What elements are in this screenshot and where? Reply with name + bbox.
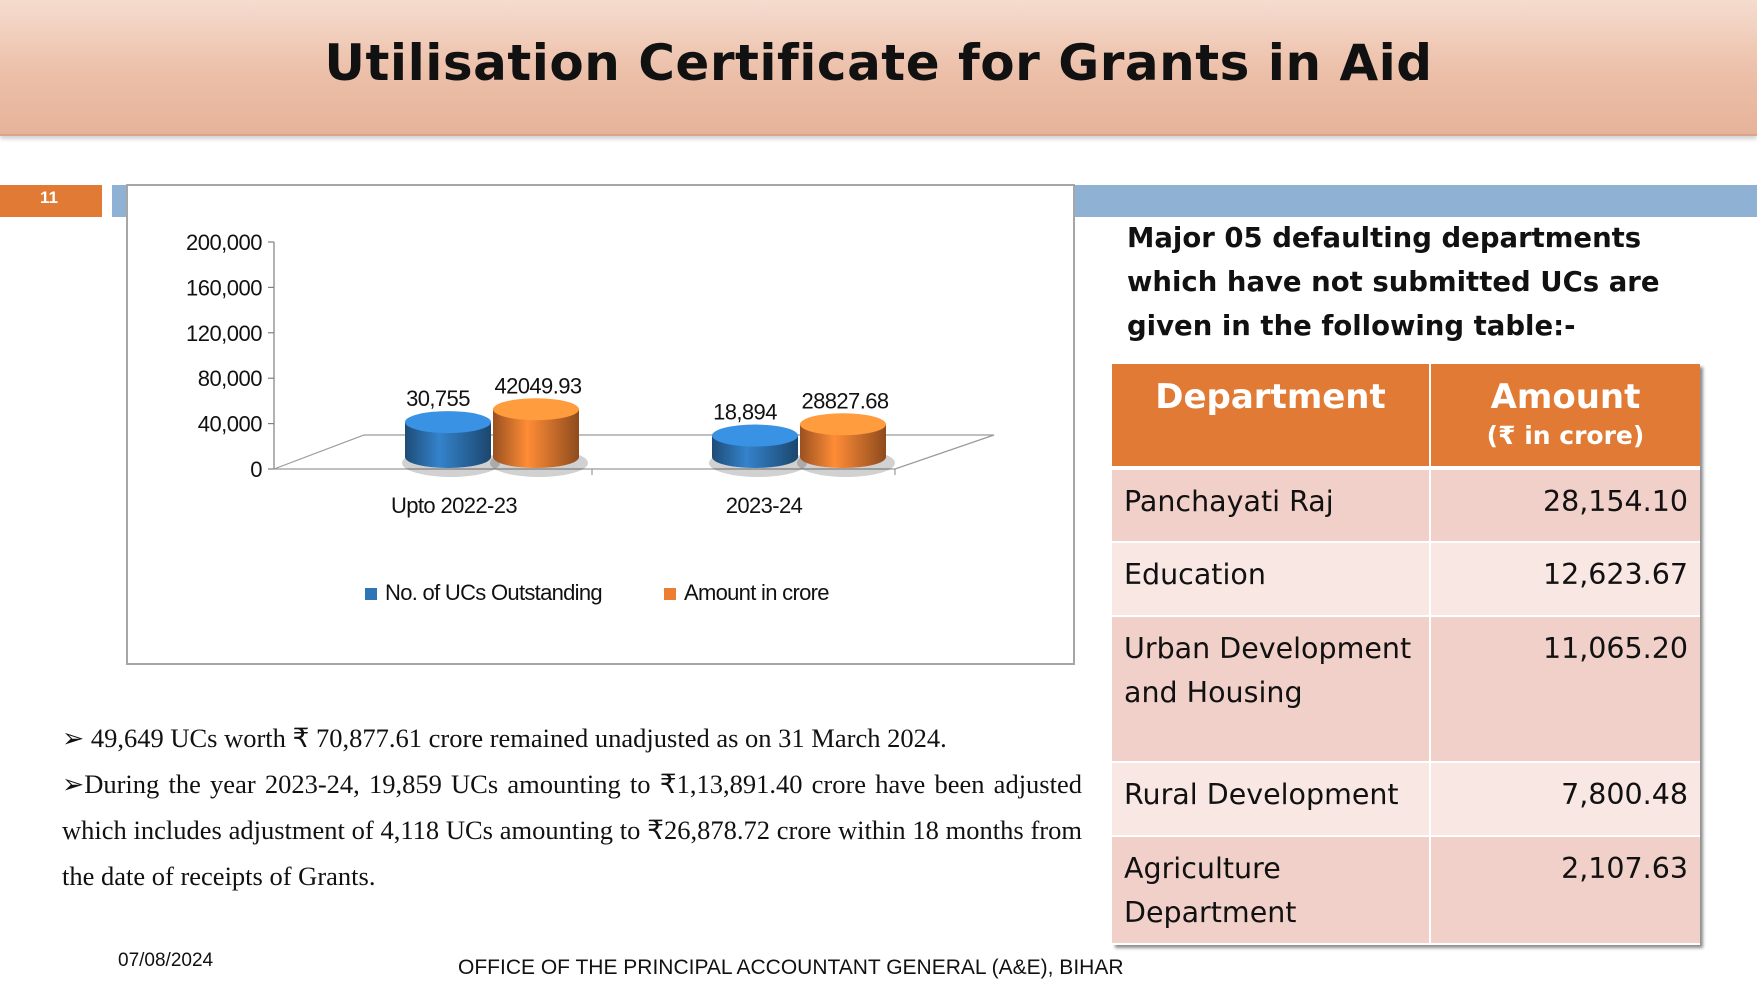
cell-department: Education [1112,542,1431,617]
y-tick-label: 120,000 [186,321,262,346]
y-tick-label: 200,000 [186,230,262,255]
bullet-text: During the year 2023-24, 19,859 UCs amou… [62,769,1082,891]
header-amount-unit: (₹ in crore) [1486,421,1645,450]
cell-amount: 11,065.20 [1430,616,1700,763]
summary-bullets: ➢ 49,649 UCs worth ₹ 70,877.61 crore rem… [62,715,1082,899]
cell-amount: 28,154.10 [1430,468,1700,543]
bar-cylinder-top [800,413,886,436]
data-label: 28827.68 [802,388,889,413]
slide-number-bar [0,185,102,217]
y-tick-label: 0 [250,457,262,482]
y-tick-label: 80,000 [198,366,263,391]
data-label: 42049.93 [495,373,582,398]
x-category-label: 2023-24 [726,493,803,518]
legend-swatch [664,588,676,600]
intro-text: Major 05 defaulting departments which ha… [1127,222,1660,342]
header-department: Department [1112,364,1431,470]
y-tick-label: 160,000 [186,275,262,300]
x-category-label: Upto 2022-23 [391,493,517,518]
bar-cylinder-top [493,398,579,421]
legend-label: No. of UCs Outstanding [385,580,602,605]
bullet-arrow-icon: ➢ [62,769,85,799]
cell-amount: 12,623.67 [1430,542,1700,617]
cell-department: Rural Development [1112,762,1431,837]
bullet-arrow-icon: ➢ [62,723,85,753]
cell-department: Agriculture Department [1112,836,1431,945]
table-row: Rural Development 7,800.48 [1112,762,1700,837]
table-row: Agriculture Department 2,107.63 [1112,836,1700,945]
bar-cylinder [800,424,886,468]
data-label: 18,894 [713,400,777,425]
table-row: Urban Development and Housing 11,065.20 [1112,616,1700,763]
table-header-row: Department Amount (₹ in crore) [1112,364,1700,470]
header-amount: Amount (₹ in crore) [1430,364,1700,470]
bar-cylinder [493,409,579,468]
footer-office: OFFICE OF THE PRINCIPAL ACCOUNTANT GENER… [458,956,1124,979]
cell-department: Panchayati Raj [1112,468,1431,543]
cell-amount: 7,800.48 [1430,762,1700,837]
footer-date: 07/08/2024 [118,950,214,971]
bullet-text: 49,649 UCs worth ₹ 70,877.61 crore remai… [90,723,947,753]
defaulting-departments-table: Department Amount (₹ in crore) Panchayat… [1112,364,1700,945]
bullet-item: ➢ 49,649 UCs worth ₹ 70,877.61 crore rem… [62,715,1082,761]
cell-amount: 2,107.63 [1430,836,1700,945]
legend-swatch [365,588,377,600]
bar-chart: 0 40,000 80,000 120,000 160,000 200,000 Upto 2… [186,230,995,605]
cell-department: Urban Development and Housing [1112,616,1431,763]
bullet-item: ➢During the year 2023-24, 19,859 UCs amo… [62,761,1082,899]
bar-cylinder [405,422,491,468]
table-row: Education 12,623.67 [1112,542,1700,617]
data-label: 30,755 [406,386,470,411]
legend-label: Amount in crore [684,580,829,605]
chart-panel: 0 40,000 80,000 120,000 160,000 200,000 Upto 2… [126,184,1075,665]
slide-title: Utilisation Certificate for Grants in Ai… [324,34,1433,92]
y-tick-label: 40,000 [198,412,263,437]
table-row: Panchayati Raj 28,154.10 [1112,468,1700,543]
title-bar: Utilisation Certificate for Grants in Ai… [0,0,1757,136]
slide-number: 11 [40,188,58,207]
bar-cylinder-top [712,424,798,447]
bar-cylinder-top [405,411,491,434]
